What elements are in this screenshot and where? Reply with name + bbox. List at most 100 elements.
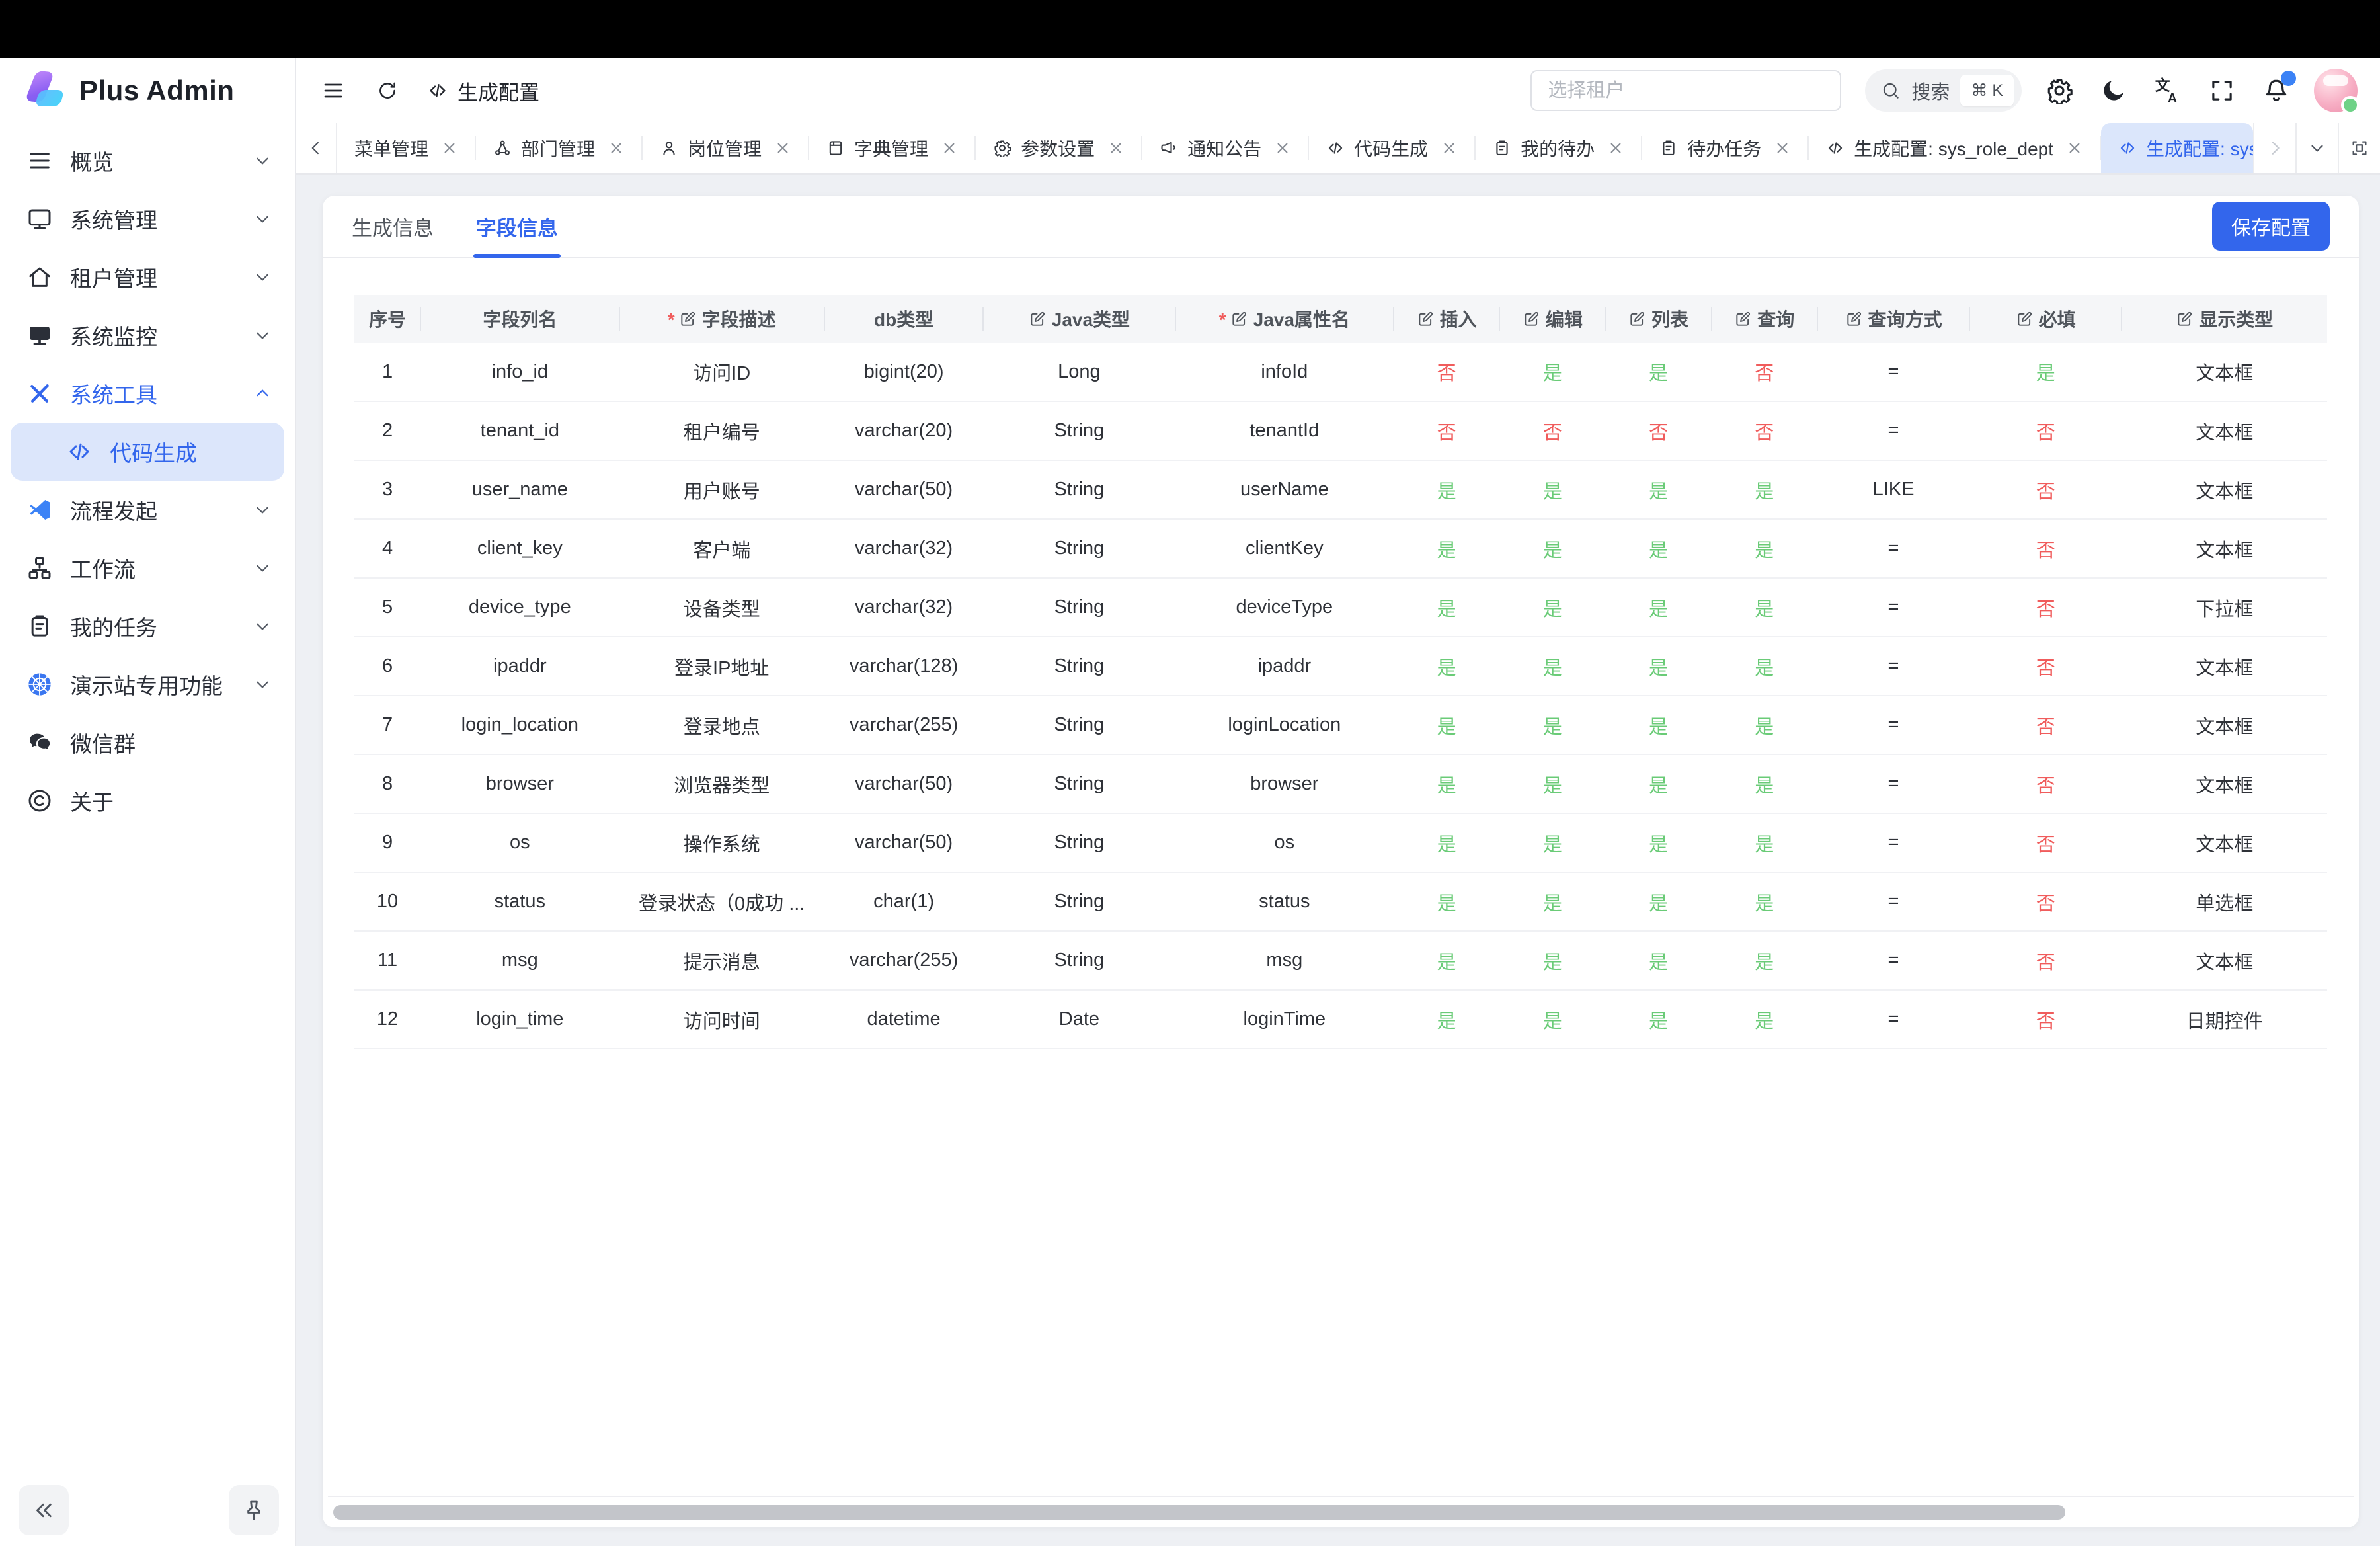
- cell-display[interactable]: 日期控件: [2122, 990, 2327, 1049]
- cell-list[interactable]: 是: [1605, 872, 1712, 932]
- cell-query[interactable]: 是: [1711, 519, 1817, 579]
- cell-desc[interactable]: 访问ID: [619, 343, 824, 402]
- cell-list[interactable]: 是: [1605, 343, 1712, 402]
- cell-edit[interactable]: 是: [1499, 637, 1606, 696]
- cell-query[interactable]: 是: [1711, 578, 1817, 637]
- cell-query_type[interactable]: =: [1817, 637, 1970, 696]
- cell-list[interactable]: 是: [1605, 519, 1712, 579]
- cell-list[interactable]: 是: [1605, 637, 1712, 696]
- cell-desc[interactable]: 登录状态（0成功 ...: [619, 872, 824, 932]
- cell-display[interactable]: 文本框: [2122, 519, 2327, 579]
- cell-desc[interactable]: 客户端: [619, 519, 824, 579]
- sidebar-item-1[interactable]: 系统管理: [0, 190, 295, 248]
- cell-prop[interactable]: status: [1175, 872, 1394, 932]
- close-icon[interactable]: [440, 139, 459, 157]
- cell-query[interactable]: 是: [1711, 872, 1817, 932]
- cell-insert[interactable]: 是: [1394, 754, 1500, 814]
- cell-edit[interactable]: 是: [1499, 460, 1606, 520]
- cell-prop[interactable]: infoId: [1175, 343, 1394, 402]
- cell-prop[interactable]: loginLocation: [1175, 696, 1394, 755]
- cell-prop[interactable]: clientKey: [1175, 519, 1394, 579]
- cell-query[interactable]: 是: [1711, 990, 1817, 1049]
- tab-field-info[interactable]: 字段信息: [473, 196, 561, 258]
- cell-display[interactable]: 文本框: [2122, 637, 2327, 696]
- sidebar-item-10[interactable]: 微信群: [0, 713, 295, 772]
- cell-list[interactable]: 是: [1605, 813, 1712, 873]
- cell-edit[interactable]: 是: [1499, 343, 1606, 402]
- cell-desc[interactable]: 提示消息: [619, 931, 824, 991]
- chevron-right-control[interactable]: [2253, 123, 2295, 173]
- cell-insert[interactable]: 是: [1394, 460, 1500, 520]
- close-icon[interactable]: [1440, 139, 1458, 157]
- sidebar-item-6[interactable]: 流程发起: [0, 481, 295, 539]
- cell-display[interactable]: 文本框: [2122, 696, 2327, 755]
- close-icon[interactable]: [1606, 139, 1625, 157]
- cell-display[interactable]: 文本框: [2122, 401, 2327, 461]
- cell-java[interactable]: String: [983, 401, 1175, 461]
- cell-edit[interactable]: 否: [1499, 401, 1606, 461]
- tabs-scroll-left-button[interactable]: [296, 123, 337, 173]
- dark-mode-button[interactable]: [2100, 77, 2127, 104]
- tenant-select-input[interactable]: [1530, 70, 1842, 111]
- scrollbar-thumb[interactable]: [333, 1505, 2065, 1520]
- cell-insert[interactable]: 是: [1394, 578, 1500, 637]
- sidebar-item-2[interactable]: 租户管理: [0, 248, 295, 306]
- maximize-control[interactable]: [2338, 123, 2380, 173]
- sidebar-toggle-button[interactable]: [319, 76, 348, 105]
- cell-required[interactable]: 否: [1969, 813, 2122, 873]
- cell-desc[interactable]: 租户编号: [619, 401, 824, 461]
- cell-display[interactable]: 文本框: [2122, 343, 2327, 402]
- cell-edit[interactable]: 是: [1499, 813, 1606, 873]
- close-icon[interactable]: [774, 139, 792, 157]
- cell-query[interactable]: 是: [1711, 696, 1817, 755]
- route-tab-1[interactable]: 部门管理: [476, 123, 643, 173]
- cell-java[interactable]: String: [983, 578, 1175, 637]
- cell-java[interactable]: String: [983, 872, 1175, 932]
- cell-query[interactable]: 是: [1711, 460, 1817, 520]
- refresh-button[interactable]: [373, 76, 402, 105]
- chevron-down-control[interactable]: [2295, 123, 2338, 173]
- cell-query_type[interactable]: =: [1817, 872, 1970, 932]
- cell-edit[interactable]: 是: [1499, 990, 1606, 1049]
- cell-prop[interactable]: browser: [1175, 754, 1394, 814]
- cell-display[interactable]: 文本框: [2122, 931, 2327, 991]
- cell-query[interactable]: 否: [1711, 343, 1817, 402]
- cell-required[interactable]: 否: [1969, 519, 2122, 579]
- cell-query[interactable]: 是: [1711, 754, 1817, 814]
- close-icon[interactable]: [1107, 139, 1125, 157]
- close-icon[interactable]: [940, 139, 959, 157]
- cell-edit[interactable]: 是: [1499, 754, 1606, 814]
- cell-prop[interactable]: deviceType: [1175, 578, 1394, 637]
- cell-required[interactable]: 是: [1969, 343, 2122, 402]
- cell-prop[interactable]: ipaddr: [1175, 637, 1394, 696]
- cell-query_type[interactable]: =: [1817, 343, 1970, 402]
- cell-edit[interactable]: 是: [1499, 578, 1606, 637]
- cell-query_type[interactable]: =: [1817, 754, 1970, 814]
- cell-java[interactable]: String: [983, 931, 1175, 991]
- cell-required[interactable]: 否: [1969, 696, 2122, 755]
- cell-list[interactable]: 否: [1605, 401, 1712, 461]
- cell-display[interactable]: 单选框: [2122, 872, 2327, 932]
- cell-java[interactable]: String: [983, 637, 1175, 696]
- cell-desc[interactable]: 访问时间: [619, 990, 824, 1049]
- cell-list[interactable]: 是: [1605, 931, 1712, 991]
- cell-required[interactable]: 否: [1969, 401, 2122, 461]
- cell-desc[interactable]: 登录地点: [619, 696, 824, 755]
- cell-query[interactable]: 是: [1711, 637, 1817, 696]
- cell-required[interactable]: 否: [1969, 754, 2122, 814]
- cell-insert[interactable]: 是: [1394, 990, 1500, 1049]
- cell-query[interactable]: 是: [1711, 813, 1817, 873]
- sidebar-collapse-button[interactable]: [19, 1485, 69, 1535]
- cell-required[interactable]: 否: [1969, 637, 2122, 696]
- global-search-button[interactable]: 搜索 ⌘ K: [1865, 69, 2022, 112]
- cell-prop[interactable]: tenantId: [1175, 401, 1394, 461]
- route-tab-5[interactable]: 通知公告: [1142, 123, 1310, 173]
- cell-java[interactable]: String: [983, 754, 1175, 814]
- cell-java[interactable]: Date: [983, 990, 1175, 1049]
- sidebar-item-3[interactable]: 系统监控: [0, 306, 295, 364]
- route-tab-9[interactable]: 生成配置: sys_role_dept: [1809, 123, 2101, 173]
- cell-list[interactable]: 是: [1605, 578, 1712, 637]
- cell-query[interactable]: 否: [1711, 401, 1817, 461]
- cell-required[interactable]: 否: [1969, 990, 2122, 1049]
- cell-insert[interactable]: 否: [1394, 401, 1500, 461]
